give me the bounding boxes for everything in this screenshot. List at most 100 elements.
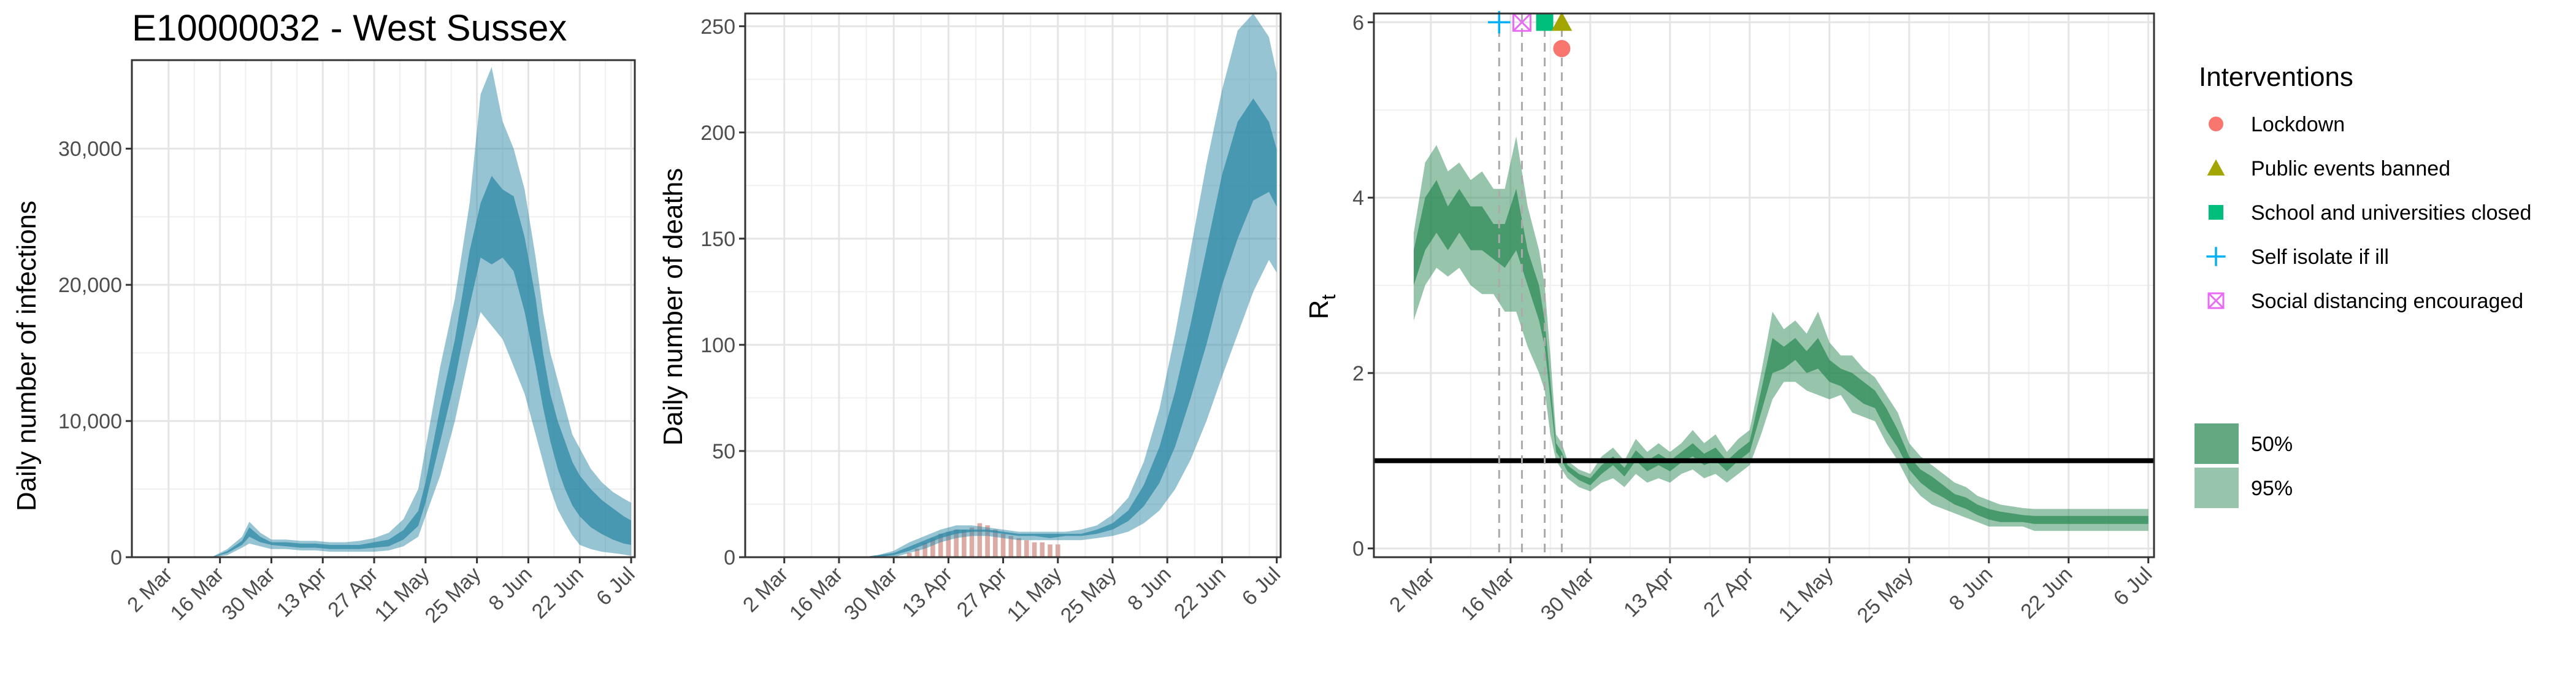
legend-label-public-events-banned: Public events banned	[2251, 157, 2450, 180]
y-tick-label: 0	[110, 546, 122, 569]
observed-deaths-bar	[1040, 542, 1045, 557]
legend: Interventions Lockdown Public events bann…	[2195, 62, 2531, 508]
infections-band-50	[212, 176, 631, 558]
observed-deaths-bar	[1000, 533, 1006, 557]
x-tick-label: 13 Apr	[898, 563, 957, 622]
x-tick-label: 16 Mar	[785, 563, 848, 625]
infections-y-axis-label: Daily number of infections	[12, 201, 42, 511]
observed-deaths-bar	[1055, 544, 1060, 557]
legend-marker-schools-closed	[2209, 205, 2223, 220]
y-tick-label: 20,000	[58, 274, 122, 297]
y-tick-label: 2	[1352, 362, 1364, 385]
legend-band-swatch-95	[2195, 468, 2239, 508]
observed-deaths-bar	[938, 533, 943, 557]
x-tick-label: 8 Jun	[1123, 563, 1176, 615]
observed-deaths-bar	[930, 538, 935, 557]
observed-deaths-bar	[969, 527, 975, 557]
infections-gridlines	[132, 60, 635, 558]
x-tick-label: 16 Mar	[1457, 563, 1519, 625]
legend-band-label-95: 95%	[2251, 477, 2293, 500]
y-tick-label: 100	[700, 334, 735, 357]
rt-y-axis-label-subscript: t	[1317, 295, 1340, 300]
deaths-panel-border	[744, 12, 1282, 558]
y-tick-label: 50	[712, 440, 735, 463]
rt-band-50	[1414, 180, 2149, 524]
x-tick-label: 11 May	[1774, 563, 1838, 627]
intervention-marker-stroke	[1512, 13, 1531, 32]
intervention-marker	[1536, 14, 1554, 31]
intervention-marker	[1488, 11, 1511, 34]
x-tick-label: 13 Apr	[272, 563, 331, 622]
observed-deaths-bar	[907, 553, 912, 557]
x-tick-label: 16 Mar	[166, 563, 229, 625]
legend-label-lockdown: Lockdown	[2251, 113, 2345, 136]
legend-label-self-isolate: Self isolate if ill	[2251, 245, 2389, 269]
deaths-band-50	[862, 98, 1277, 557]
infections-panel-border	[131, 59, 636, 558]
x-tick-label: 6 Jul	[2109, 563, 2157, 611]
x-tick-label: 27 Apr	[1699, 563, 1758, 622]
rt-band-95	[1414, 136, 2149, 531]
x-tick-label: 6 Jul	[592, 563, 640, 611]
observed-deaths-bar	[985, 525, 990, 557]
x-tick-label: 2 Mar	[1385, 563, 1439, 617]
y-tick-label: 10,000	[58, 410, 122, 433]
legend-items: Lockdown Public events banned School and u…	[2195, 113, 2531, 508]
y-tick-label: 150	[700, 228, 735, 251]
x-tick-label: 30 Mar	[840, 563, 902, 625]
observed-deaths-bar	[946, 531, 951, 557]
observed-deaths-bar	[1048, 544, 1052, 557]
legend-title: Interventions	[2199, 62, 2353, 92]
x-tick-label: 22 Jun	[527, 563, 588, 623]
x-tick-label: 30 Mar	[1536, 563, 1599, 625]
x-tick-label: 27 Apr	[953, 563, 1011, 622]
observed-deaths-bar	[1008, 536, 1014, 557]
y-tick-label: 30,000	[58, 137, 122, 161]
x-tick-label: 22 Jun	[1170, 563, 1230, 623]
y-tick-label: 200	[700, 122, 735, 145]
x-tick-label: 22 Jun	[2016, 563, 2077, 623]
y-tick-label: 250	[700, 15, 735, 39]
legend-label-schools-closed: School and universities closed	[2251, 201, 2531, 225]
x-tick-label: 25 May	[1056, 563, 1121, 628]
y-tick-label: 0	[1352, 538, 1364, 561]
y-tick-label: 0	[724, 546, 735, 569]
x-tick-label: 11 May	[1003, 563, 1067, 627]
observed-deaths-bar	[922, 542, 927, 557]
rt-y-axis-label: Rt	[1304, 295, 1340, 320]
rt-y-axis-label-main: R	[1304, 300, 1334, 320]
y-tick-label: 6	[1352, 11, 1364, 34]
chart-title: E10000032 - West Sussex	[132, 7, 567, 48]
legend-marker-lockdown	[2209, 117, 2223, 131]
x-tick-label: 25 May	[1853, 563, 1918, 628]
observed-deaths-bar	[993, 530, 998, 557]
intervention-marker	[1551, 12, 1573, 31]
legend-label-social-distancing: Social distancing encouraged	[2251, 290, 2523, 313]
x-tick-label: 8 Jun	[1945, 563, 1998, 615]
legend-marker-social-distancing-stroke	[2207, 292, 2225, 309]
legend-band-label-50: 50%	[2251, 433, 2293, 456]
deaths-y-axis-label: Daily number of deaths	[658, 168, 688, 446]
rt-panel-border	[1373, 12, 2155, 558]
observed-deaths-bar	[977, 523, 983, 557]
observed-deaths-bar	[954, 530, 959, 557]
x-tick-label: 30 Mar	[217, 563, 280, 625]
legend-marker-social-distancing-box	[2207, 292, 2225, 309]
observed-deaths-bar	[962, 530, 967, 557]
observed-deaths-bar	[1032, 542, 1037, 557]
observed-deaths-bar	[914, 549, 920, 557]
legend-marker-social-distancing	[2207, 292, 2225, 309]
legend-marker-public-events-banned	[2207, 159, 2225, 176]
legend-band-swatch-50	[2195, 423, 2239, 464]
x-tick-label: 6 Jul	[1238, 563, 1286, 611]
x-tick-label: 25 May	[421, 563, 486, 628]
observed-deaths-bar	[1024, 540, 1029, 557]
intervention-marker	[1553, 40, 1571, 58]
x-tick-label: 11 May	[370, 563, 434, 627]
y-tick-label: 4	[1352, 187, 1364, 210]
observed-deaths-bar	[1016, 538, 1021, 557]
